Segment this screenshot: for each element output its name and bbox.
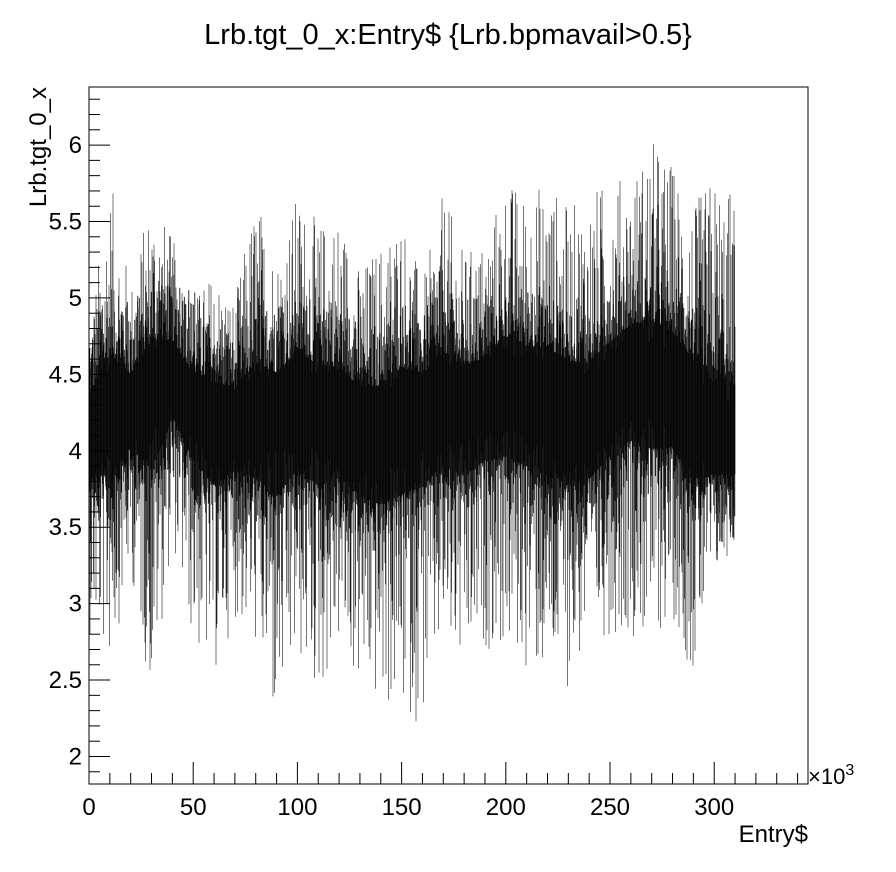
y-tick-label: 2 [69, 743, 82, 770]
y-tick-label: 5.5 [49, 209, 82, 236]
y-tick-label: 4.5 [49, 361, 82, 388]
y-tick-label: 3 [69, 591, 82, 618]
y-tick-label: 6 [69, 132, 82, 159]
y-tick-label: 2.5 [49, 667, 82, 694]
y-tick-label: 4 [69, 438, 82, 465]
x-tick-label: 300 [694, 794, 734, 821]
data-points [89, 144, 736, 722]
y-axis: 2 2.5 3 3.5 4 4.5 5 5.5 6 [49, 98, 110, 773]
x-tick-label: 150 [382, 794, 422, 821]
x-tick-label: 250 [590, 794, 630, 821]
x-multiplier-exponent: 3 [845, 762, 854, 779]
x-tick-label: 200 [486, 794, 526, 821]
x-axis-label: Entry$ [739, 821, 808, 848]
chart-title: Lrb.tgt_0_x:Entry$ {Lrb.bpmavail>0.5} [204, 19, 692, 51]
y-tick-label: 3.5 [49, 514, 82, 541]
y-axis-label: Lrb.tgt_0_x [25, 87, 52, 207]
x-axis-multiplier: ×103 [808, 762, 854, 789]
x-tick-label: 100 [277, 794, 317, 821]
x-tick-label: 50 [180, 794, 207, 821]
x-tick-label: 0 [82, 794, 95, 821]
x-axis: 0 50 100 150 200 250 300 [82, 762, 799, 821]
x-multiplier-base: ×10 [808, 764, 845, 789]
y-tick-label: 5 [69, 285, 82, 312]
